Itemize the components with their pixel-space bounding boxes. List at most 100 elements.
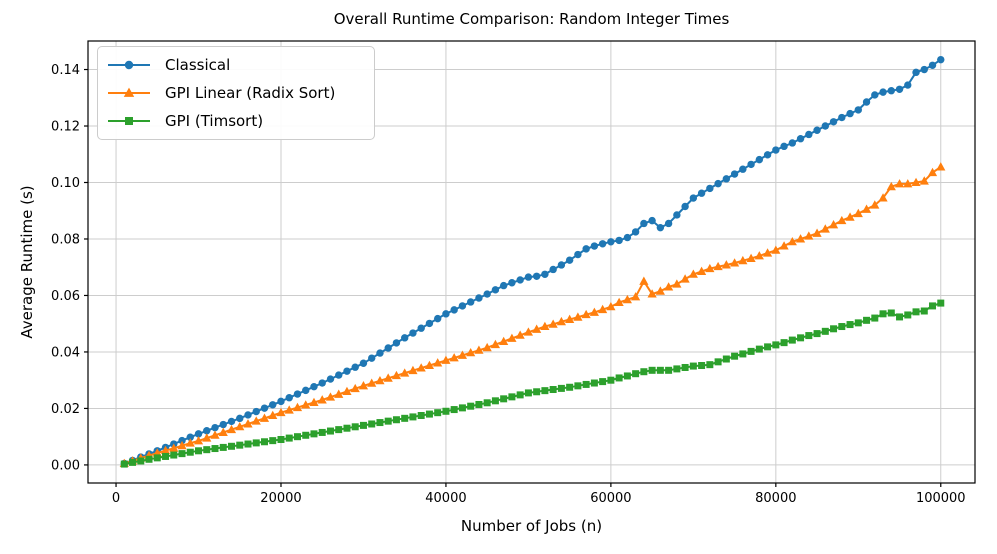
data-point-marker <box>284 405 294 414</box>
data-point-marker <box>886 181 896 191</box>
data-point-marker <box>293 433 301 441</box>
data-point-marker <box>640 219 648 228</box>
data-point-marker <box>672 279 682 288</box>
data-point-marker <box>318 379 326 387</box>
data-point-marker <box>887 309 895 317</box>
data-point-marker <box>813 126 821 134</box>
series-line <box>124 166 942 465</box>
data-point-marker <box>623 233 632 242</box>
data-point-marker <box>631 292 641 301</box>
data-point-marker <box>549 265 557 274</box>
data-point-marker <box>714 179 722 188</box>
y-tick-label: 0.08 <box>51 232 80 247</box>
data-point-marker <box>739 350 747 358</box>
data-point-marker <box>805 332 813 340</box>
data-point-marker <box>871 91 879 99</box>
y-tick-label: 0.14 <box>51 63 80 78</box>
series-line <box>124 302 942 466</box>
data-point-marker <box>244 440 252 448</box>
data-point-marker <box>285 434 293 442</box>
data-point-marker <box>599 378 607 386</box>
data-point-marker <box>780 142 788 151</box>
data-point-marker <box>260 438 268 446</box>
data-point-marker <box>401 414 409 422</box>
data-point-marker <box>837 215 847 225</box>
data-point-marker <box>449 353 459 362</box>
data-point-marker <box>887 87 895 95</box>
data-point-marker <box>508 393 516 401</box>
y-tick-label: 0.06 <box>51 289 80 304</box>
data-point-marker <box>664 219 673 228</box>
data-point-marker <box>681 202 689 211</box>
data-point-marker <box>829 118 838 126</box>
data-point-marker <box>376 349 384 357</box>
data-point-marker <box>590 379 598 387</box>
data-point-marker <box>137 457 145 465</box>
data-point-marker <box>318 428 326 436</box>
data-point-marker <box>277 436 285 444</box>
data-point-marker <box>722 175 731 183</box>
data-point-marker <box>581 309 591 319</box>
data-point-marker <box>211 445 219 453</box>
data-point-marker <box>425 319 434 328</box>
data-point-marker <box>326 375 335 383</box>
series-1 <box>119 162 946 468</box>
data-point-marker <box>861 204 872 213</box>
data-point-marker <box>392 416 400 424</box>
data-point-marker <box>301 400 311 409</box>
legend-label: Classical <box>165 55 231 74</box>
data-point-marker <box>532 324 542 333</box>
data-point-marker <box>706 361 714 369</box>
data-point-marker <box>640 368 648 376</box>
data-point-marker <box>607 238 615 246</box>
data-point-marker <box>425 410 433 418</box>
legend-label: GPI Linear (Radix Sort) <box>165 83 336 102</box>
data-point-marker <box>747 347 755 355</box>
data-point-marker <box>870 200 880 209</box>
data-point-marker <box>194 430 203 438</box>
data-point-marker <box>854 319 862 327</box>
data-point-marker <box>763 151 772 159</box>
data-point-marker <box>853 208 863 218</box>
data-point-marker <box>178 450 186 458</box>
data-point-marker <box>375 375 385 385</box>
data-point-marker <box>632 370 640 378</box>
data-point-marker <box>524 389 532 397</box>
data-point-marker <box>804 231 814 240</box>
data-point-marker <box>203 446 211 454</box>
data-point-marker <box>416 363 426 372</box>
data-point-marker <box>919 176 929 185</box>
data-point-marker <box>523 327 534 336</box>
data-point-marker <box>335 371 343 379</box>
data-point-marker <box>655 286 665 295</box>
data-point-marker <box>820 224 830 233</box>
data-point-marker <box>862 98 871 106</box>
data-point-marker <box>846 321 854 329</box>
data-point-marker <box>688 269 698 278</box>
plot-frame <box>87 40 976 484</box>
classical-line-marker-icon <box>108 60 150 70</box>
data-point-marker <box>937 55 945 64</box>
data-point-marker <box>730 170 739 178</box>
data-point-marker <box>458 404 466 412</box>
data-point-marker <box>615 236 623 245</box>
data-point-marker <box>359 421 367 429</box>
data-point-marker <box>185 438 195 447</box>
data-point-marker <box>830 325 838 333</box>
data-point-marker <box>309 397 319 407</box>
data-point-marker <box>342 386 352 395</box>
data-point-marker <box>606 301 616 311</box>
data-point-marker <box>243 419 253 428</box>
data-point-marker <box>466 348 476 357</box>
data-point-marker <box>722 355 730 363</box>
legend-item-gpi-timsort: GPI (Timsort) <box>98 113 374 129</box>
data-point-marker <box>433 314 442 323</box>
data-point-marker <box>293 390 302 398</box>
data-point-marker <box>574 250 582 259</box>
data-point-marker <box>846 109 854 118</box>
data-point-marker <box>623 372 631 380</box>
data-point-marker <box>252 439 260 447</box>
data-point-marker <box>441 355 451 364</box>
data-point-marker <box>920 307 928 315</box>
data-point-marker <box>392 339 401 347</box>
